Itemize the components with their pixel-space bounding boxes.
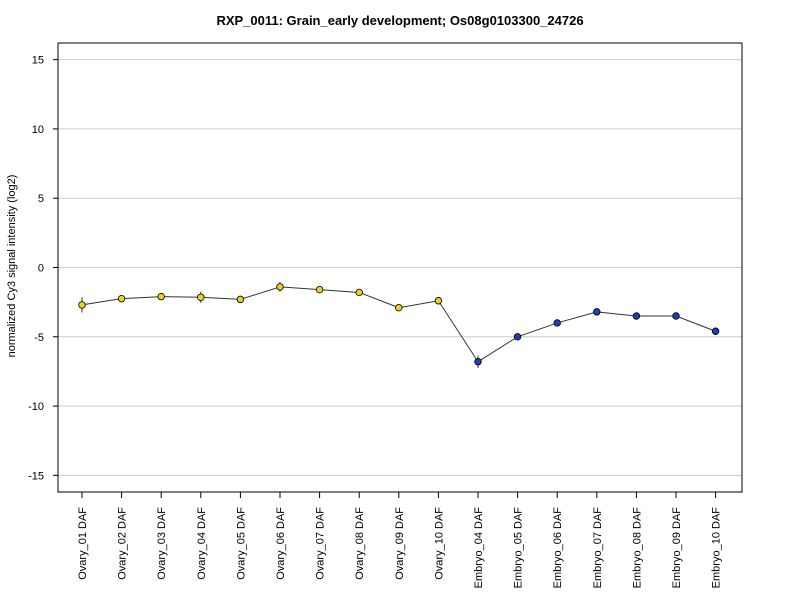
y-tick-label: 15 bbox=[32, 55, 44, 67]
chart-title: RXP_0011: Grain_early development; Os08g… bbox=[216, 13, 584, 28]
x-tick-label: Ovary_06 DAF bbox=[275, 507, 287, 580]
data-point bbox=[78, 301, 86, 309]
x-tick-label: Embryo_10 DAF bbox=[711, 507, 723, 589]
y-tick-label: -5 bbox=[34, 332, 44, 344]
y-tick-label: 0 bbox=[38, 263, 44, 275]
data-point bbox=[593, 308, 601, 316]
error-bar-layer bbox=[81, 282, 717, 368]
data-point bbox=[395, 303, 403, 312]
x-tick-label: Embryo_08 DAF bbox=[631, 507, 643, 589]
x-tick-label: Ovary_09 DAF bbox=[394, 507, 406, 580]
data-point bbox=[236, 295, 245, 304]
series-line-layer bbox=[81, 286, 716, 363]
data-point bbox=[632, 312, 641, 320]
grid-layer bbox=[58, 59, 742, 476]
axis-layer: 15 10 5 0 -5 -10 -15 Ovary_01 DAF Ovary_02 DAF Ov… bbox=[28, 55, 723, 589]
x-tick-label: Embryo_09 DAF bbox=[671, 507, 683, 589]
x-tick-label: Ovary_10 DAF bbox=[433, 507, 445, 580]
x-tick-label: Ovary_03 DAF bbox=[156, 507, 168, 580]
data-point bbox=[553, 319, 561, 327]
x-tick-label: Ovary_01 DAF bbox=[77, 507, 89, 580]
x-tick-label: Embryo_04 DAF bbox=[473, 507, 485, 589]
series-line bbox=[81, 286, 716, 363]
data-point bbox=[672, 312, 680, 320]
data-point bbox=[474, 358, 482, 366]
x-tick-label: Ovary_02 DAF bbox=[117, 507, 129, 580]
y-tick-label: 10 bbox=[32, 124, 44, 136]
data-point bbox=[355, 288, 363, 297]
data-point bbox=[276, 283, 284, 291]
x-tick-label: Ovary_05 DAF bbox=[235, 507, 247, 580]
y-tick-label: 5 bbox=[38, 193, 44, 205]
data-point bbox=[711, 327, 720, 335]
x-tick-label: Embryo_06 DAF bbox=[552, 507, 564, 589]
data-point bbox=[434, 297, 443, 305]
y-tick-label: -10 bbox=[28, 401, 44, 413]
x-tick-label: Ovary_07 DAF bbox=[315, 507, 327, 580]
y-tick-label: -15 bbox=[28, 470, 44, 482]
x-tick-label: Ovary_08 DAF bbox=[354, 507, 366, 580]
x-tick-label: Embryo_05 DAF bbox=[513, 507, 525, 589]
data-point bbox=[315, 285, 324, 294]
data-point bbox=[157, 292, 165, 301]
x-tick-label: Embryo_07 DAF bbox=[592, 507, 604, 589]
data-point-layer bbox=[78, 283, 720, 366]
data-point bbox=[117, 294, 126, 303]
data-point bbox=[197, 293, 205, 301]
x-tick-label: Ovary_04 DAF bbox=[196, 507, 208, 580]
data-point bbox=[513, 333, 522, 341]
